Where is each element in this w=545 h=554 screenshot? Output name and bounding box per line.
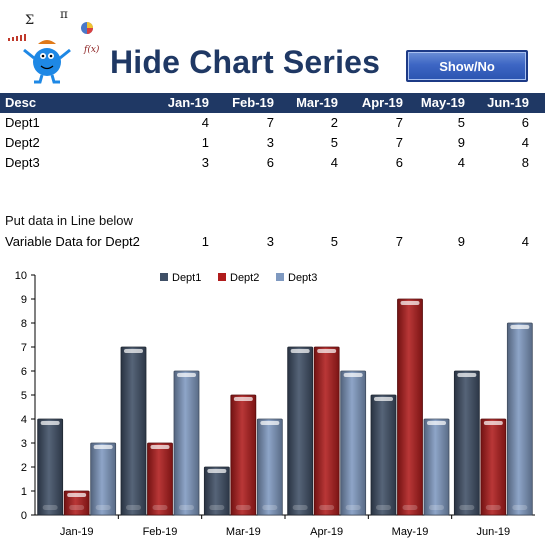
logo: Σ π f(x) bbox=[8, 7, 100, 84]
variable-cell[interactable]: 5 bbox=[330, 234, 338, 249]
table-row: Dept3 3 6 4 6 4 8 bbox=[0, 153, 545, 173]
bar-dept2-feb-19 bbox=[147, 442, 173, 516]
bar-dept2-jan-19 bbox=[63, 490, 90, 516]
table-header-row: Desc Jan-19 Feb-19 Mar-19 Apr-19 May-19 … bbox=[0, 93, 545, 113]
month-header: May-19 bbox=[420, 95, 465, 110]
table-cell: 8 bbox=[521, 155, 529, 170]
y-tick-label: 8 bbox=[21, 318, 27, 330]
variable-data-row: Variable Data for Dept2 1 3 5 7 9 4 bbox=[0, 232, 545, 252]
y-tick-label: 1 bbox=[21, 486, 27, 498]
variable-label: Variable Data for Dept2 bbox=[5, 234, 140, 249]
x-tick-label: Apr-19 bbox=[310, 526, 343, 538]
table-cell: 6 bbox=[395, 155, 403, 170]
table-cell: 6 bbox=[521, 115, 529, 130]
x-tick-label: Jan-19 bbox=[60, 526, 94, 538]
table-cell: 3 bbox=[201, 155, 209, 170]
y-tick-label: 6 bbox=[21, 366, 27, 378]
bar-dept2-mar-19 bbox=[230, 394, 257, 516]
table-cell: 5 bbox=[330, 135, 338, 150]
table-cell: 4 bbox=[521, 135, 529, 150]
variable-cell[interactable]: 9 bbox=[457, 234, 465, 249]
table-cell: 1 bbox=[201, 135, 209, 150]
data-table: Desc Jan-19 Feb-19 Mar-19 Apr-19 May-19 … bbox=[0, 93, 545, 173]
legend-label-dept2: Dept2 bbox=[230, 272, 259, 284]
pie-icon bbox=[81, 22, 93, 34]
bar-dept1-apr-19 bbox=[287, 346, 314, 516]
table-cell: 7 bbox=[395, 135, 403, 150]
fx-symbol: f(x) bbox=[83, 44, 100, 55]
x-tick-label: Jun-19 bbox=[477, 526, 511, 538]
variable-cell[interactable]: 1 bbox=[201, 234, 209, 249]
table-cell: 5 bbox=[457, 115, 465, 130]
variable-cell[interactable]: 7 bbox=[395, 234, 403, 249]
bar-dept2-jun-19 bbox=[480, 418, 507, 516]
bar-dept1-mar-19 bbox=[203, 466, 230, 516]
sigma-symbol: Σ bbox=[25, 13, 34, 28]
y-tick-label: 2 bbox=[21, 462, 27, 474]
legend-label-dept3: Dept3 bbox=[288, 272, 317, 284]
variable-cell[interactable]: 4 bbox=[521, 234, 529, 249]
legend-swatch-dept3 bbox=[276, 273, 284, 281]
bar-dept2-apr-19 bbox=[313, 346, 340, 516]
bar-dept1-jan-19 bbox=[37, 418, 64, 516]
table-cell: 4 bbox=[457, 155, 465, 170]
legend-swatch-dept1 bbox=[160, 273, 168, 281]
bars-icon bbox=[8, 34, 26, 41]
instruction-note: Put data in Line below bbox=[5, 213, 133, 228]
table-cell: 7 bbox=[266, 115, 274, 130]
y-tick-label: 10 bbox=[15, 270, 27, 282]
table-cell: 4 bbox=[330, 155, 338, 170]
table-cell: 2 bbox=[330, 115, 338, 130]
bar-dept3-apr-19 bbox=[340, 370, 367, 516]
bar-dept3-jan-19 bbox=[90, 442, 117, 516]
bar-dept2-may-19 bbox=[397, 298, 423, 516]
bar-chart: 0 1 2 3 4 5 6 7 8 9 10 Jan-19 Feb-19 Mar-19 Apr-19 May-… bbox=[15, 270, 535, 538]
pi-symbol: π bbox=[60, 7, 68, 21]
table-row: Dept2 1 3 5 7 9 4 bbox=[0, 133, 545, 153]
bar-dept1-feb-19 bbox=[120, 346, 147, 516]
bar-dept1-jun-19 bbox=[453, 370, 480, 516]
page-title: Hide Chart Series bbox=[110, 44, 381, 80]
table-cell: 6 bbox=[266, 155, 274, 170]
table-cell: 4 bbox=[201, 115, 209, 130]
bar-dept3-mar-19 bbox=[256, 418, 283, 516]
month-header: Mar-19 bbox=[296, 95, 338, 110]
legend-swatch-dept2 bbox=[218, 273, 226, 281]
y-tick-label: 7 bbox=[21, 342, 27, 354]
y-tick-label: 9 bbox=[21, 294, 27, 306]
y-tick-label: 3 bbox=[21, 438, 27, 450]
show-no-button[interactable]: Show/No bbox=[406, 50, 528, 82]
bar-dept3-jun-19 bbox=[506, 322, 533, 516]
y-tick-label: 5 bbox=[21, 390, 27, 402]
month-header: Apr-19 bbox=[361, 95, 403, 110]
bar-dept3-may-19 bbox=[423, 418, 450, 516]
bar-dept1-may-19 bbox=[370, 394, 397, 516]
row-label: Dept1 bbox=[5, 115, 40, 130]
row-label: Dept2 bbox=[5, 135, 40, 150]
month-header: Jun-19 bbox=[487, 95, 529, 110]
bar-dept3-feb-19 bbox=[173, 370, 200, 516]
table-cell: 9 bbox=[457, 135, 465, 150]
x-tick-label: Mar-19 bbox=[226, 526, 261, 538]
table-cell: 7 bbox=[395, 115, 403, 130]
x-tick-label: Feb-19 bbox=[143, 526, 178, 538]
x-tick-label: May-19 bbox=[392, 526, 429, 538]
y-tick-label: 4 bbox=[21, 414, 27, 426]
y-tick-label: 0 bbox=[21, 510, 27, 522]
desc-header: Desc bbox=[5, 95, 37, 110]
mascot-icon bbox=[23, 40, 71, 84]
legend-label-dept1: Dept1 bbox=[172, 272, 201, 284]
row-label: Dept3 bbox=[5, 155, 40, 170]
table-cell: 3 bbox=[266, 135, 274, 150]
table-row: Dept1 4 7 2 7 5 6 bbox=[0, 113, 545, 133]
variable-cell[interactable]: 3 bbox=[266, 234, 274, 249]
month-header: Jan-19 bbox=[167, 95, 209, 110]
month-header: Feb-19 bbox=[232, 95, 274, 110]
